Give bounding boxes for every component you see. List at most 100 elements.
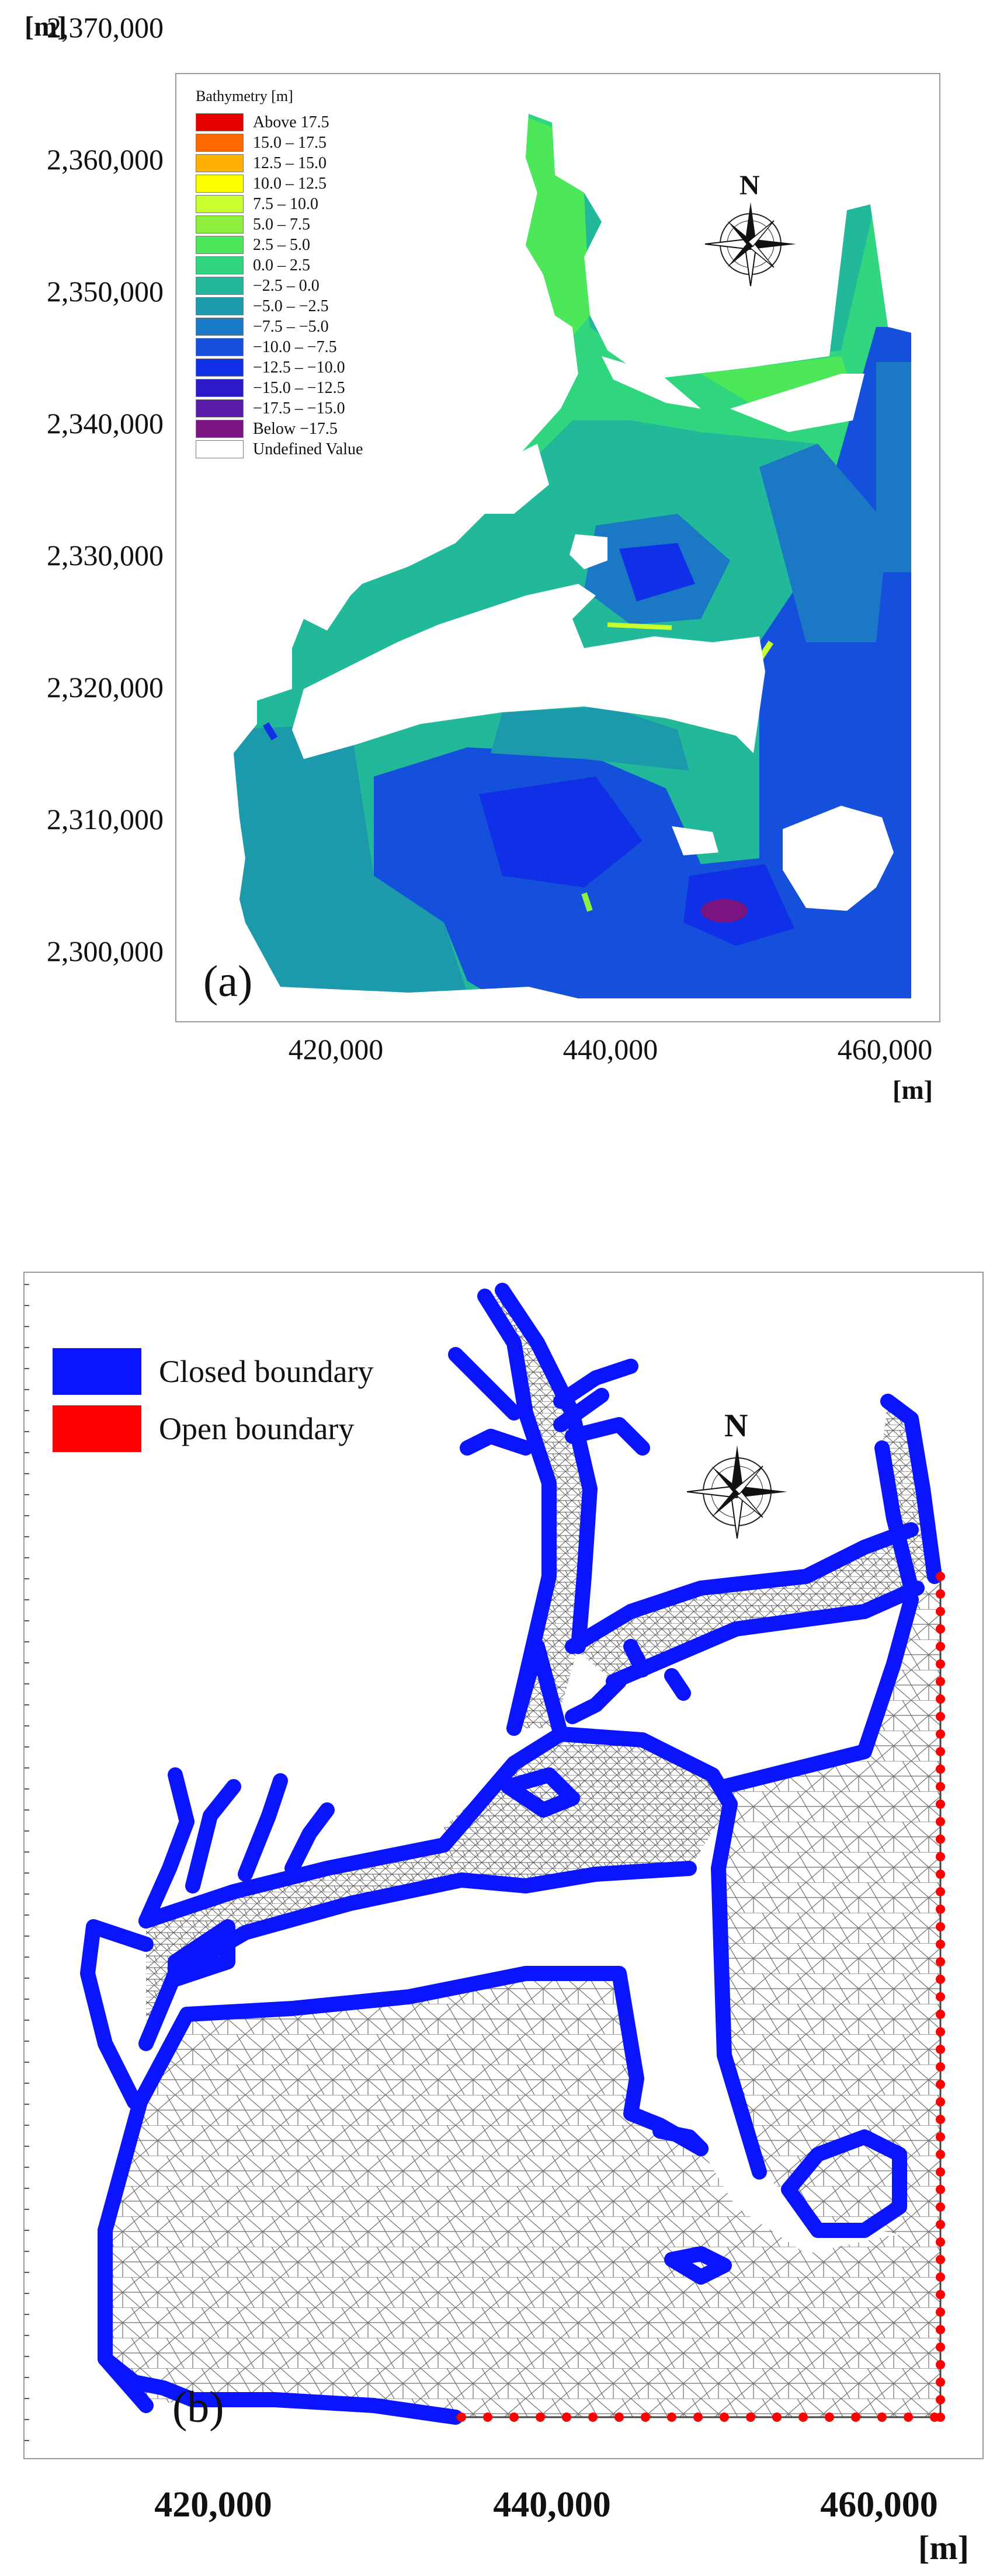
open-boundary-node — [936, 2132, 945, 2142]
open-boundary-node — [562, 2413, 571, 2422]
panel-b-closed-boundary — [80, 1283, 942, 2425]
open-boundary-node — [825, 2413, 834, 2422]
legend-title: Bathymetry [m] — [196, 88, 293, 105]
y-tick-label: 2,310,000 — [47, 803, 164, 836]
open-boundary-node — [936, 1712, 945, 1721]
open-boundary-node — [936, 1834, 945, 1844]
open-boundary-node — [936, 1957, 945, 1966]
legend-swatch — [196, 215, 244, 234]
open-boundary-node — [936, 2395, 945, 2404]
open-boundary-node — [936, 1887, 945, 1896]
legend-label: −2.5 – 0.0 — [253, 276, 320, 295]
y-tick-label: 2,340,000 — [47, 407, 164, 440]
legend-item: 15.0 – 17.5 — [196, 133, 429, 153]
legend-swatch — [196, 420, 244, 438]
legend-swatch — [196, 277, 244, 295]
legend-item: Above 17.5 — [196, 112, 429, 133]
open-boundary-node — [746, 2413, 755, 2422]
x-tick-label: 440,000 — [562, 1033, 658, 1066]
panel-a-x-unit: [m] — [893, 1075, 933, 1105]
x-tick-label: 460,000 — [820, 2485, 938, 2525]
legend-swatch — [196, 440, 244, 458]
legend-label: −17.5 – −15.0 — [253, 399, 345, 417]
open-boundary-node — [936, 1817, 945, 1826]
legend-item: −7.5 – −5.0 — [196, 316, 429, 337]
open-boundary-node — [936, 2027, 945, 2037]
legend-swatch — [53, 1348, 141, 1395]
open-boundary-node — [772, 2413, 782, 2422]
open-boundary-node — [936, 2062, 945, 2072]
open-boundary-node — [936, 1782, 945, 1791]
open-boundary-node — [936, 1642, 945, 1651]
open-boundary-node — [936, 2255, 945, 2264]
open-boundary-node — [936, 2290, 945, 2299]
legend-label: Closed boundary — [159, 1354, 374, 1389]
open-boundary-node — [936, 2202, 945, 2212]
legend-swatch — [196, 399, 244, 417]
open-boundary-node — [667, 2413, 676, 2422]
open-boundary-node — [798, 2413, 808, 2422]
legend-label: 5.0 – 7.5 — [253, 215, 310, 234]
y-tick-label: 2,360,000 — [47, 143, 164, 176]
mesh-east-river — [882, 1401, 935, 1588]
open-boundary-node — [936, 1729, 945, 1739]
open-boundary-node — [936, 2185, 945, 2194]
panel-b-x-unit: [m] — [918, 2529, 969, 2567]
open-boundary-node — [936, 1799, 945, 1809]
panel-b-map-frame — [23, 1272, 984, 2459]
legend-item: −10.0 – −7.5 — [196, 337, 429, 357]
panel-b-north-label: N — [724, 1408, 748, 1444]
legend-swatch — [196, 195, 244, 213]
legend-item: 5.0 – 7.5 — [196, 214, 429, 235]
legend-swatch — [196, 236, 244, 254]
legend-item: 7.5 – 10.0 — [196, 194, 429, 214]
legend-label: Undefined Value — [253, 440, 363, 458]
legend-item: −15.0 – −12.5 — [196, 378, 429, 398]
legend-item: Below −17.5 — [196, 419, 429, 439]
open-boundary-node — [936, 2342, 945, 2352]
open-boundary-node — [720, 2413, 729, 2422]
legend-label: 15.0 – 17.5 — [253, 133, 327, 152]
legend-item: 12.5 – 15.0 — [196, 153, 429, 173]
open-boundary-node — [936, 2150, 945, 2159]
open-boundary-node — [509, 2413, 519, 2422]
open-boundary-node — [693, 2413, 703, 2422]
open-boundary-node — [936, 1624, 945, 1634]
legend-item: 0.0 – 2.5 — [196, 255, 429, 276]
open-boundary-node — [936, 2377, 945, 2387]
legend-swatch — [196, 154, 244, 172]
open-boundary-node — [483, 2413, 492, 2422]
open-boundary-node — [936, 2307, 945, 2317]
open-boundary-node — [936, 2115, 945, 2124]
legend-label: −10.0 – −7.5 — [253, 337, 337, 356]
legend-label: −7.5 – −5.0 — [253, 317, 329, 336]
legend-item: −17.5 – −15.0 — [196, 398, 429, 419]
panel-b-boundary-legend: Closed boundary Open boundary — [53, 1343, 373, 1457]
panel-a-north-label: N — [739, 170, 760, 201]
legend-label: 7.5 – 10.0 — [253, 194, 318, 213]
legend-item: −2.5 – 0.0 — [196, 276, 429, 296]
open-boundary-node — [936, 1992, 945, 2001]
y-tick-label: 2,320,000 — [47, 671, 164, 704]
legend-label: 10.0 – 12.5 — [253, 174, 327, 193]
legend-swatch — [196, 113, 244, 131]
panel-b-open-boundary — [456, 1572, 945, 2422]
open-boundary-node — [936, 1852, 945, 1861]
open-boundary-node — [936, 1747, 945, 1756]
panel-b-north-arrow — [686, 1445, 787, 1539]
legend-item-open-boundary: Open boundary — [53, 1400, 373, 1457]
mesh-lower-bay — [105, 1973, 940, 2417]
open-boundary-node — [614, 2413, 624, 2422]
legend-swatch — [196, 297, 244, 315]
legend-item: −12.5 – −10.0 — [196, 357, 429, 378]
open-boundary-node — [936, 1607, 945, 1616]
open-boundary-node — [936, 1659, 945, 1669]
open-boundary-node — [641, 2413, 650, 2422]
open-boundary-node — [936, 1764, 945, 1774]
panel-a-y-unit: [m] — [25, 11, 67, 42]
legend-item: 2.5 – 5.0 — [196, 235, 429, 255]
open-boundary-node — [936, 2080, 945, 2089]
legend-label: −5.0 – −2.5 — [253, 297, 329, 315]
open-boundary-node — [936, 2167, 945, 2177]
